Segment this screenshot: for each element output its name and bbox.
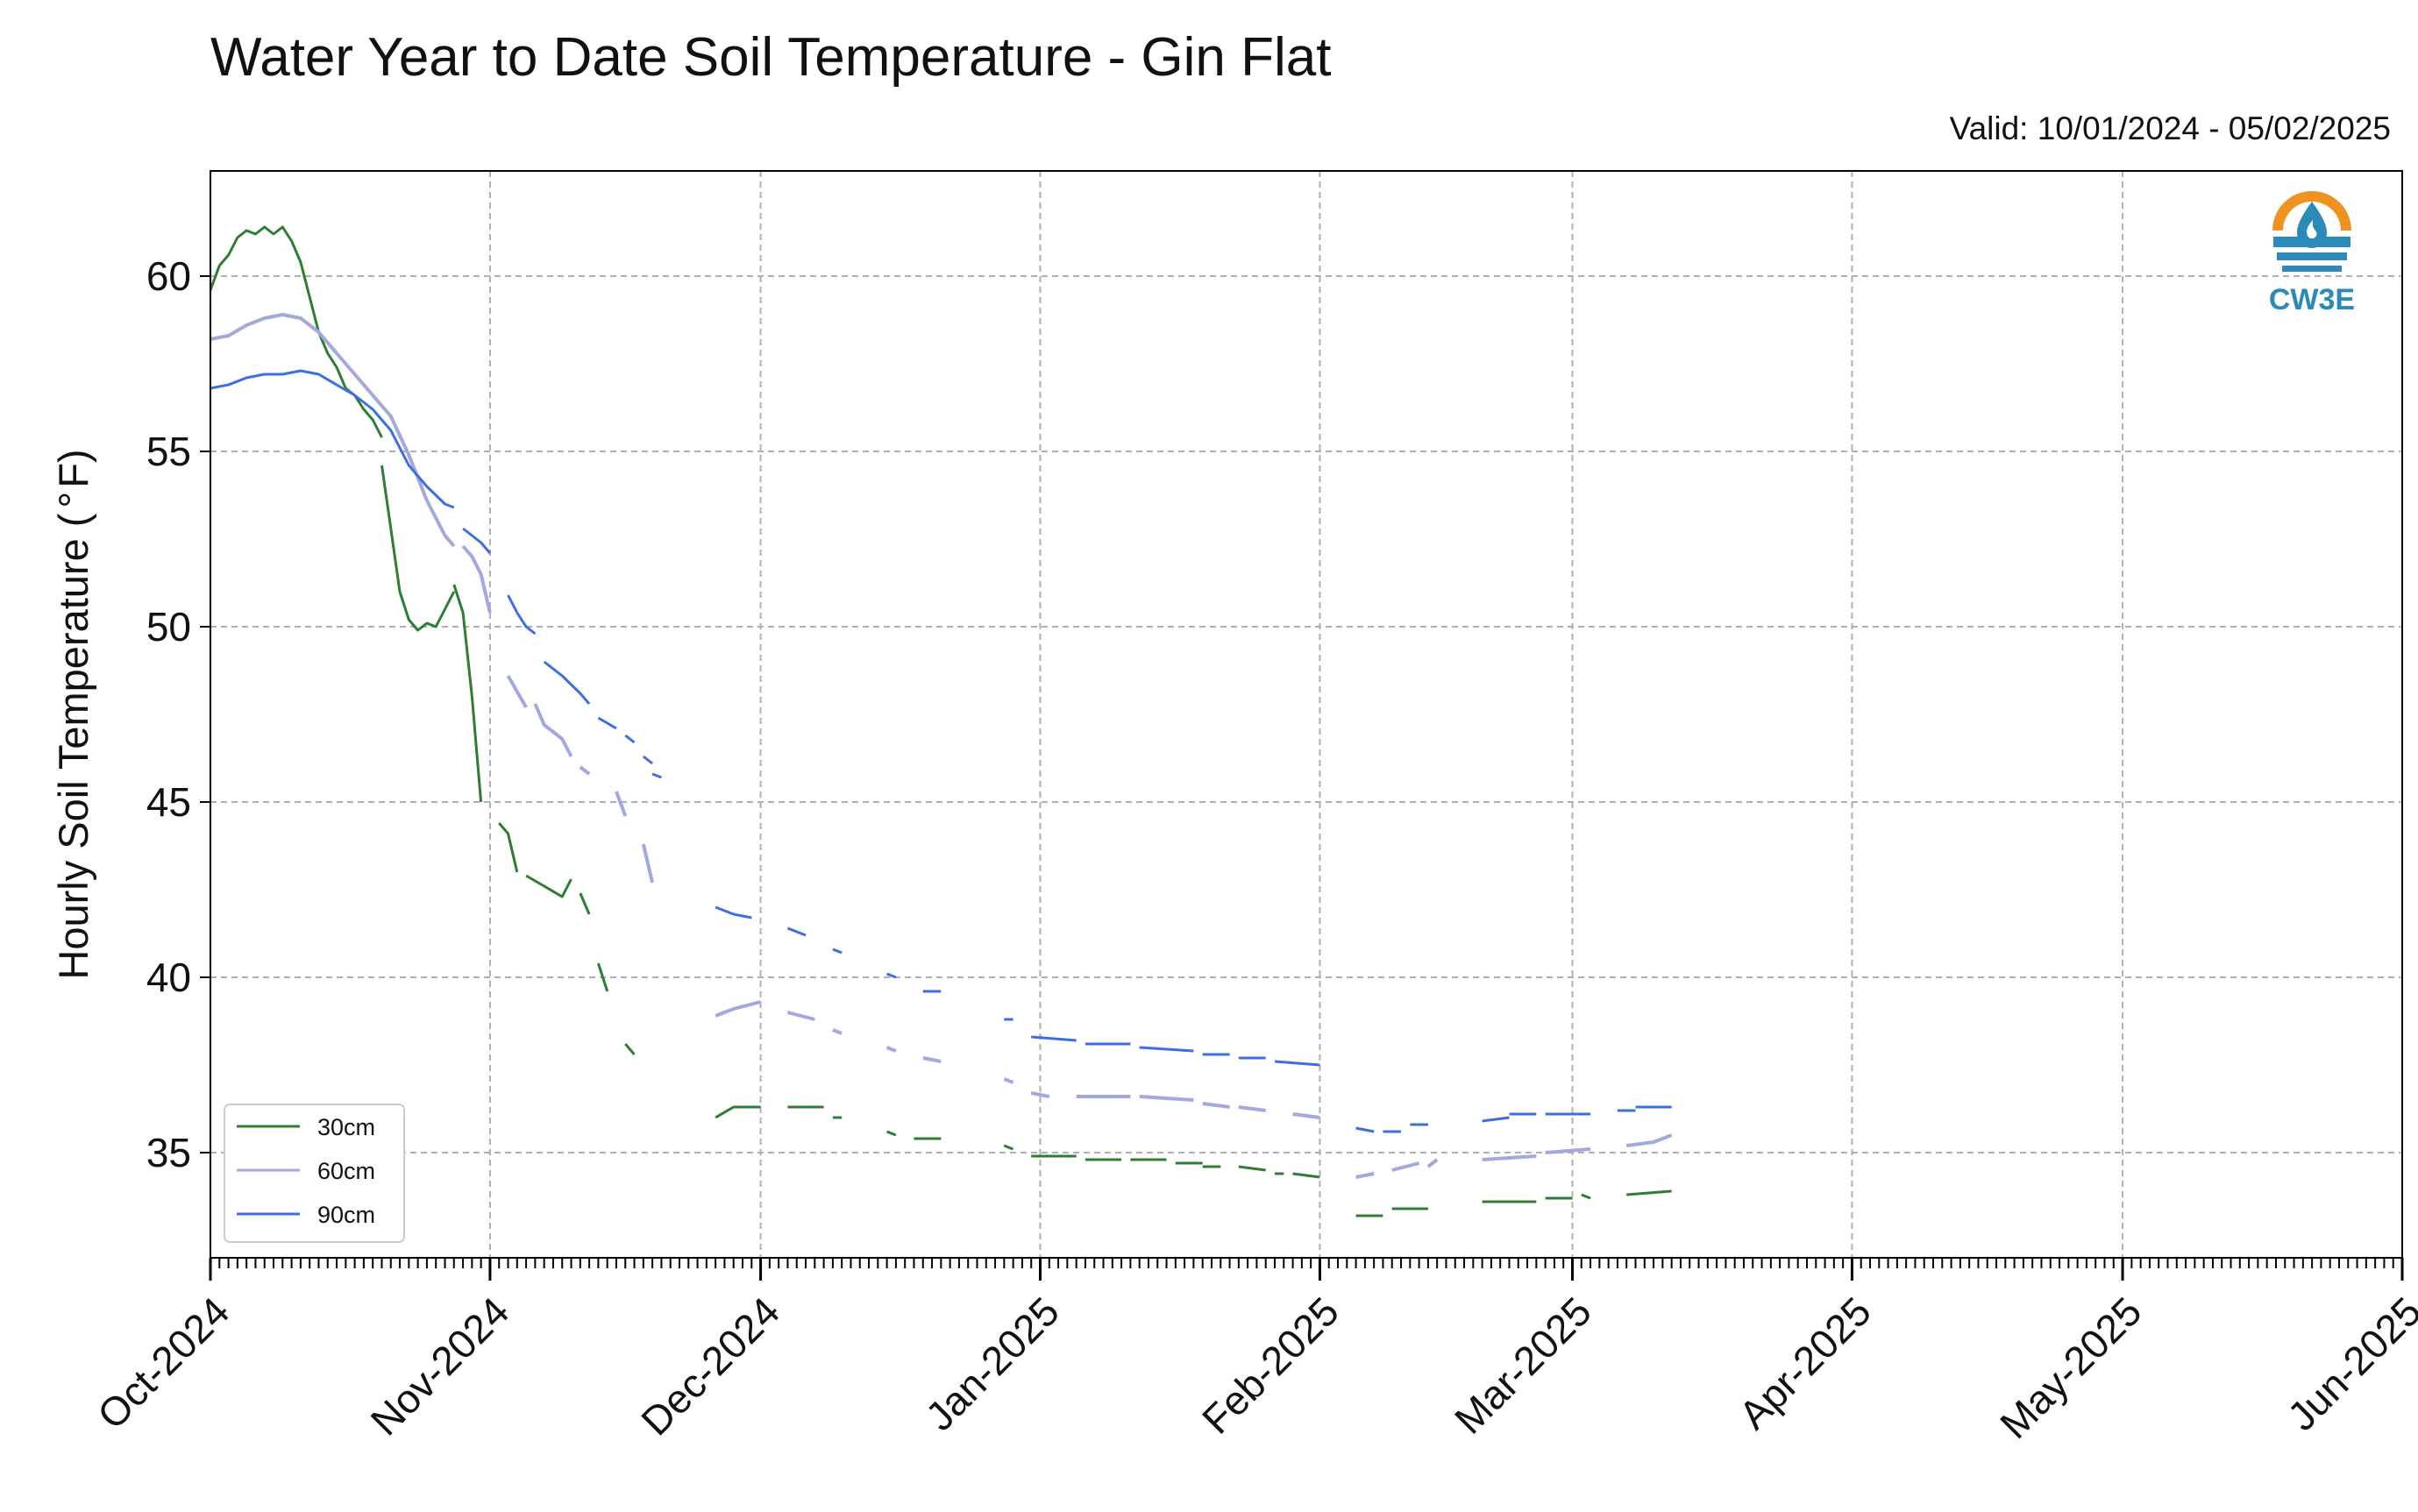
series-line-90cm [1355,1126,1375,1133]
series-lines [209,225,1673,1217]
series-line-90cm [651,772,662,779]
y-tick-label: 55 [146,429,191,474]
series-line-30cm [579,892,591,915]
series-line-90cm [1482,1116,1510,1123]
series-line-60cm [1482,1154,1537,1161]
series-line-60cm [1238,1105,1266,1112]
series-90cm [210,369,1672,1133]
series-line-90cm [1139,1046,1194,1053]
series-line-90cm [715,905,752,919]
series-line-90cm [1031,1035,1077,1042]
y-tick-label: 50 [146,604,191,650]
series-30cm [209,225,1672,1217]
series-60cm [210,313,1673,1179]
x-tick-label: Apr-2025 [1730,1288,1880,1438]
series-line-90cm [642,755,654,765]
logo-drop-highlight [2307,220,2317,238]
series-line-30cm [1581,1193,1591,1200]
legend: 30cm 60cm 90cm [224,1104,405,1243]
series-line-90cm [786,926,807,937]
valid-date-range: Valid: 10/01/2024 - 05/02/2025 [1949,110,2391,146]
grid [210,171,2402,1258]
series-line-60cm [1030,1091,1050,1098]
y-axis-label: Hourly Soil Temperature (°F) [50,449,96,979]
legend-label-30cm: 30cm [317,1114,375,1140]
series-line-30cm [452,584,483,803]
series-line-60cm [533,703,573,757]
series-line-30cm [715,1105,761,1119]
y-tick-label: 45 [146,779,191,825]
axes: 35 40 45 50 55 60 Oct-2024 Nov-2024 Dec-2024 Jan-… [89,253,2418,1447]
series-line-90cm [507,594,537,635]
legend-label-60cm: 60cm [317,1158,375,1184]
series-line-90cm [597,716,617,730]
series-line-30cm [624,1043,636,1055]
y-tick-label: 40 [146,955,191,1000]
y-tick-label: 35 [146,1130,191,1175]
series-line-60cm [786,1011,815,1021]
series-line-60cm [579,765,591,776]
series-line-60cm [1426,1158,1439,1168]
series-line-60cm [1391,1161,1420,1172]
series-line-30cm [886,1130,897,1137]
series-line-30cm [1626,1189,1672,1196]
series-line-60cm [210,313,456,548]
series-line-30cm [596,962,609,992]
x-tick-label: Feb-2025 [1193,1288,1348,1443]
x-tick-label: Jun-2025 [2279,1288,2418,1439]
series-line-30cm [380,465,456,632]
series-line-60cm [1139,1095,1194,1102]
x-tick-label: May-2025 [1991,1288,2150,1447]
series-line-60cm [615,791,628,817]
cw3e-logo: CW3E [2269,191,2355,316]
series-line-60cm [715,1000,762,1018]
series-line-30cm [1292,1172,1320,1179]
series-line-60cm [461,544,492,614]
series-line-60cm [1355,1172,1375,1179]
series-line-90cm [462,527,492,554]
series-line-90cm [1274,1060,1320,1067]
x-tick-label: Jan-2025 [917,1288,1068,1439]
legend-box [224,1104,405,1243]
series-line-90cm [210,369,455,509]
x-tick-label: Dec-2024 [632,1288,788,1445]
x-tick-label: Mar-2025 [1446,1288,1600,1443]
legend-label-90cm: 90cm [317,1202,375,1228]
series-line-60cm [506,675,528,708]
series-line-90cm [832,948,843,955]
x-tick-label: Nov-2024 [362,1288,518,1445]
series-line-30cm [525,874,572,898]
logo-water-waves [2273,237,2350,272]
series-line-30cm [1003,1144,1014,1151]
y-tick-label: 60 [146,253,191,299]
series-line-90cm [543,660,591,705]
series-line-60cm [1202,1102,1230,1109]
series-line-60cm [885,1046,897,1053]
series-line-60cm [922,1056,942,1063]
series-line-90cm [624,734,636,744]
chart-title: Water Year to Date Soil Temperature - Gi… [210,27,1332,88]
series-line-60cm [1545,1147,1591,1154]
plot-frame [210,170,2403,1259]
logo-text: CW3E [2269,283,2355,316]
series-line-60cm [832,1028,843,1035]
series-line-30cm [498,822,519,873]
series-line-60cm [641,843,655,884]
series-line-60cm [1003,1077,1014,1084]
series-line-30cm [1238,1165,1266,1172]
x-tick-label: Oct-2024 [89,1288,238,1438]
series-line-60cm [1625,1133,1673,1147]
series-line-60cm [1292,1112,1320,1119]
series-line-90cm [886,972,897,979]
